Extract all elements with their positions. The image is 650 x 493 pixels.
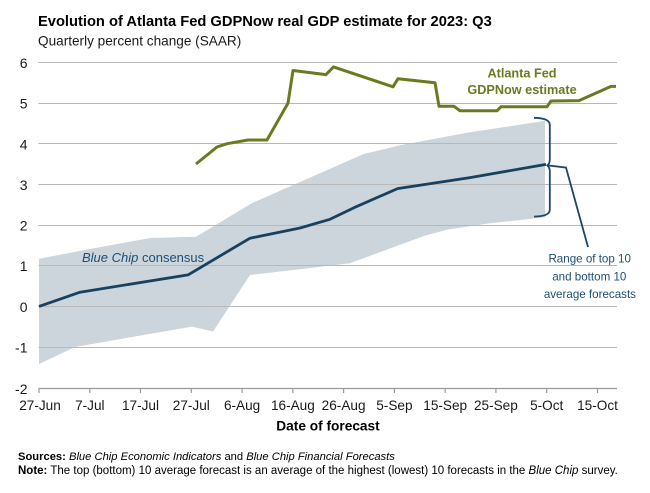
svg-text:-1: -1: [15, 340, 28, 356]
svg-text:6-Aug: 6-Aug: [224, 398, 260, 413]
svg-text:6: 6: [20, 55, 28, 71]
svg-text:26-Aug: 26-Aug: [322, 398, 366, 413]
svg-text:5-Oct: 5-Oct: [530, 398, 563, 413]
svg-text:16-Aug: 16-Aug: [271, 398, 315, 413]
svg-text:average forecasts: average forecasts: [544, 288, 636, 301]
svg-text:0: 0: [20, 299, 28, 315]
svg-text:5-Sep: 5-Sep: [376, 398, 412, 413]
svg-text:7-Jul: 7-Jul: [75, 398, 104, 413]
svg-text:3: 3: [20, 177, 28, 193]
svg-text:27-Jun: 27-Jun: [19, 398, 61, 413]
svg-text:Date of forecast: Date of forecast: [276, 419, 380, 434]
svg-text:Range of top 10: Range of top 10: [548, 253, 631, 266]
svg-text:15-Oct: 15-Oct: [577, 398, 618, 413]
svg-text:Evolution of Atlanta Fed GDPNo: Evolution of Atlanta Fed GDPNow real GDP…: [38, 14, 492, 30]
svg-text:27-Jul: 27-Jul: [173, 398, 210, 413]
svg-text:Note: The top (bottom) 10 aver: Note: The top (bottom) 10 average foreca…: [18, 465, 618, 477]
svg-text:Sources: Blue Chip Economic In: Sources: Blue Chip Economic Indicators a…: [18, 451, 395, 463]
svg-text:Blue Chip consensus: Blue Chip consensus: [82, 250, 205, 265]
svg-text:4: 4: [20, 136, 28, 152]
svg-text:Quarterly percent change (SAAR: Quarterly percent change (SAAR): [38, 33, 241, 48]
svg-text:15-Sep: 15-Sep: [423, 398, 467, 413]
svg-text:and bottom 10: and bottom 10: [552, 270, 626, 283]
svg-text:17-Jul: 17-Jul: [122, 398, 159, 413]
svg-text:Atlanta Fed: Atlanta Fed: [487, 66, 556, 80]
svg-text:-2: -2: [15, 381, 28, 397]
svg-text:1: 1: [20, 258, 28, 274]
svg-text:2: 2: [20, 218, 28, 234]
svg-text:25-Sep: 25-Sep: [474, 398, 518, 413]
svg-text:5: 5: [20, 96, 28, 112]
svg-text:GDPNow estimate: GDPNow estimate: [467, 83, 576, 97]
